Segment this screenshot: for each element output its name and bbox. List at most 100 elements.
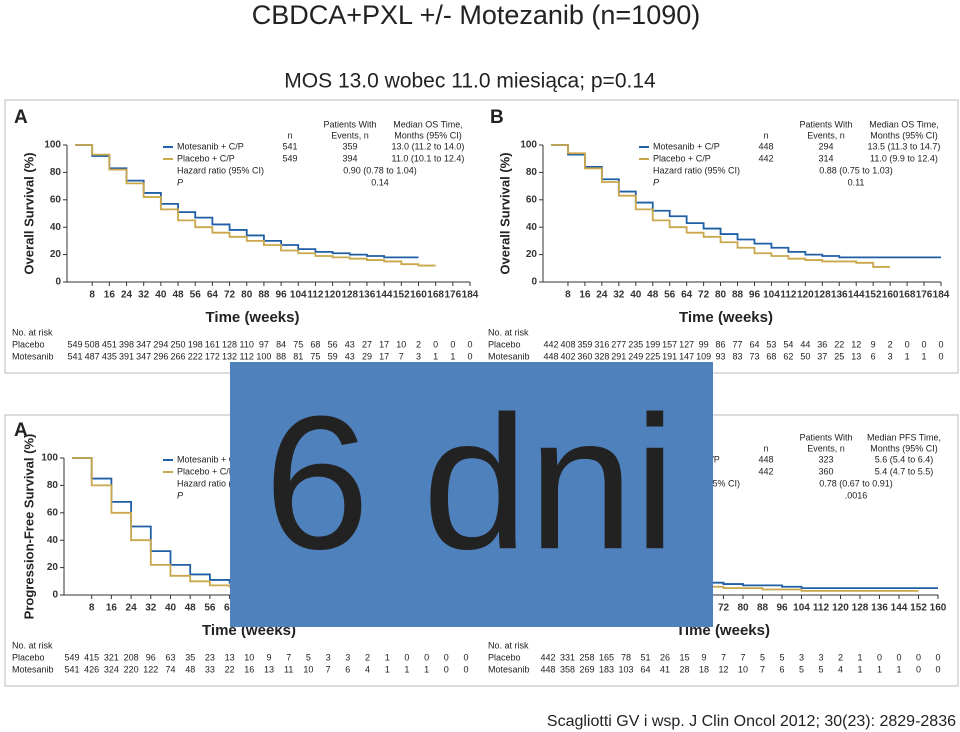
y-tick-label: 0 [55,277,61,288]
x-tick-label: 112 [813,603,830,614]
risk-count: 17 [379,339,389,349]
risk-count: 0 [938,351,943,361]
risk-count: 5 [760,652,765,662]
risk-count: 0 [444,652,449,662]
risk-count: 15 [679,652,689,662]
y-tick-label: 0 [52,590,58,601]
risk-count: 0 [450,339,455,349]
x-tick-label: 112 [780,290,797,301]
risk-count: 27 [362,339,372,349]
legend-header: Patients With [799,119,852,129]
risk-count: 426 [84,664,99,674]
top-figure-frame [4,99,959,374]
risk-count: 347 [136,339,151,349]
risk-count: 1 [877,664,882,674]
risk-count: 84 [276,339,286,349]
legend-events: 360 [818,466,833,476]
risk-count: 391 [119,351,134,361]
risk-count: 100 [256,351,271,361]
risk-count: 1 [922,351,927,361]
x-axis-label: Time (weeks) [679,309,773,326]
risk-count: 13 [851,351,861,361]
risk-count: 198 [188,339,203,349]
p-label: P [653,177,659,187]
x-tick-label: 72 [718,603,730,614]
risk-count: 165 [599,652,614,662]
survival-curve [551,144,941,259]
legend-header: Median OS Time, [393,119,463,129]
risk-count: 0 [916,664,921,674]
x-tick-label: 48 [647,290,659,301]
x-tick-label: 184 [933,290,950,301]
risk-count: 10 [244,652,254,662]
risk-count: 62 [783,351,793,361]
risk-count: 37 [817,351,827,361]
y-tick-label: 40 [526,222,538,233]
risk-count: 0 [938,339,943,349]
legend-header: Patients With [799,432,852,442]
x-tick-label: 176 [916,290,933,301]
risk-count: 97 [259,339,269,349]
risk-count: 50 [800,351,810,361]
legend-label: Motesanib + C/P [177,454,244,464]
risk-count: 0 [433,339,438,349]
risk-row-label: Motesanib [488,351,530,361]
risk-count: 110 [240,339,254,349]
risk-count: 17 [379,351,389,361]
risk-count: 64 [749,339,759,349]
risk-count: 83 [733,351,743,361]
risk-count: 0 [877,652,882,662]
risk-count: 6 [345,664,350,674]
x-tick-label: 160 [882,290,899,301]
y-tick-label: 20 [50,249,62,260]
legend-label: Placebo + C/P [653,153,711,163]
x-tick-label: 72 [224,290,236,301]
x-tick-label: 104 [763,290,780,301]
risk-count: 6 [779,664,784,674]
risk-count: 112 [240,351,254,361]
legend-median: 13.0 (11.2 to 14.0) [392,141,465,151]
risk-count: 208 [124,652,139,662]
x-tick-label: 128 [341,290,358,301]
risk-count: 402 [560,351,575,361]
x-tick-label: 56 [204,603,216,614]
risk-row-label: Motesanib [488,664,530,674]
legend-header: Patients With [323,119,376,129]
x-tick-label: 160 [930,603,947,614]
risk-count: 63 [165,652,175,662]
survival-curve [75,144,436,267]
risk-title: No. at risk [488,640,529,650]
risk-count: 191 [662,351,677,361]
risk-count: 43 [345,351,355,361]
risk-count: 415 [84,652,99,662]
risk-count: 93 [716,351,726,361]
risk-count: 10 [738,664,748,674]
risk-row-label: Motesanib [12,351,54,361]
risk-count: 2 [416,339,421,349]
citation: Scagliotti GV i wsp. J Clin Oncol 2012; … [547,713,956,730]
legend-header: n [287,130,292,140]
risk-count: 9 [701,652,706,662]
risk-count: 64 [640,664,650,674]
risk-count: 235 [628,339,643,349]
risk-count: 199 [645,339,660,349]
x-tick-label: 120 [832,603,849,614]
risk-count: 51 [640,652,650,662]
x-tick-label: 144 [848,290,865,301]
risk-count: 508 [85,339,100,349]
legend-n: 448 [758,454,773,464]
risk-count: 3 [818,652,823,662]
legend-events: 394 [342,153,357,163]
overlay-text: 6 dni [264,377,676,589]
x-tick-label: 176 [444,290,461,301]
risk-count: 18 [699,664,709,674]
risk-count: 48 [185,664,195,674]
hazard-ratio-label: Hazard ratio (95% CI) [177,478,264,488]
risk-count: 0 [916,652,921,662]
risk-count: 1 [385,652,390,662]
risk-count: 7 [721,652,726,662]
x-tick-label: 40 [630,290,642,301]
legend-median: 11.0 (9.9 to 12.4) [870,153,938,163]
risk-count: 3 [345,652,350,662]
